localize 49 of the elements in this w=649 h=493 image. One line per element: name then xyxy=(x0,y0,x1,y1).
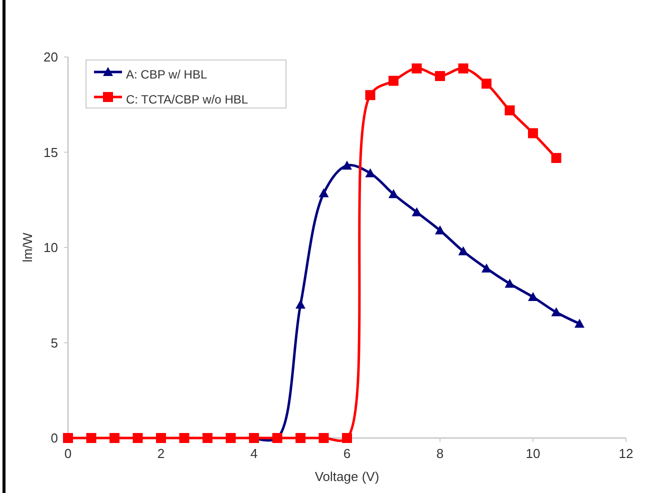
point xyxy=(132,433,143,443)
y-tick-label: 0 xyxy=(50,430,58,446)
x-tick-label: 6 xyxy=(343,446,351,461)
point xyxy=(412,63,422,74)
point xyxy=(435,71,445,82)
point xyxy=(296,433,306,443)
point xyxy=(551,307,562,316)
point xyxy=(412,207,422,216)
point xyxy=(458,63,468,74)
point xyxy=(482,263,492,272)
point xyxy=(179,433,190,443)
point xyxy=(110,433,120,443)
legend-label: A: CBP w/ HBL xyxy=(126,68,208,82)
legend-label: C: TCTA/CBP w/o HBL xyxy=(126,92,248,107)
point xyxy=(226,433,236,443)
point xyxy=(318,433,329,443)
x-tick-label: 2 xyxy=(157,446,165,461)
y-tick-label: 20 xyxy=(44,50,58,65)
point xyxy=(365,90,376,100)
point xyxy=(504,278,515,288)
point xyxy=(528,128,538,138)
y-axis-title: lm/W xyxy=(20,232,35,262)
point xyxy=(365,168,376,178)
point xyxy=(388,76,398,86)
point xyxy=(458,246,468,256)
x-tick-label: 0 xyxy=(64,446,72,461)
point xyxy=(63,433,73,443)
y-tick-label: 5 xyxy=(50,335,58,350)
point xyxy=(388,189,398,198)
point xyxy=(86,433,96,443)
x-tick-label: 10 xyxy=(526,446,540,461)
x-axis-title: Voltage (V) xyxy=(314,469,380,484)
x-tick-label: 4 xyxy=(250,446,258,461)
point xyxy=(574,318,584,328)
point xyxy=(202,433,212,443)
point xyxy=(528,292,538,302)
point xyxy=(296,300,306,309)
point xyxy=(342,160,352,170)
point xyxy=(504,105,515,116)
point xyxy=(342,433,352,443)
point xyxy=(551,152,562,163)
y-tick-label: 10 xyxy=(44,240,58,256)
point xyxy=(482,78,492,89)
y-tick-label: 15 xyxy=(44,144,58,160)
point xyxy=(435,225,445,234)
x-tick-label: 12 xyxy=(618,446,634,461)
x-tick-label: 8 xyxy=(436,446,444,461)
point xyxy=(156,433,166,443)
point xyxy=(318,188,329,198)
